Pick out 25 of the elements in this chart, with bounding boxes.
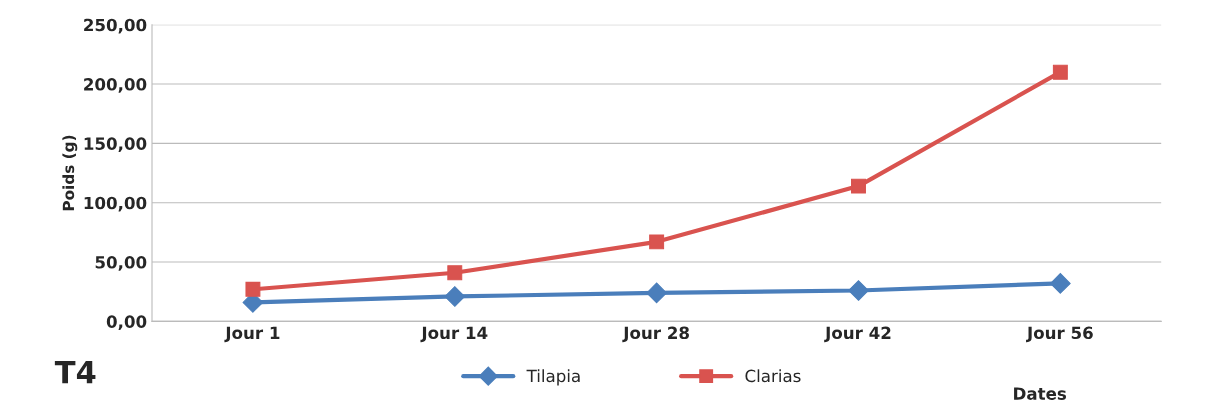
point — [649, 234, 665, 250]
y-tick-label: 50,00 — [95, 255, 147, 271]
legend-label: Clarias — [745, 369, 801, 383]
y-tick-label: 150,00 — [84, 137, 147, 153]
point — [851, 178, 866, 194]
x-tick-label: Jour 14 — [420, 326, 488, 343]
point — [447, 265, 463, 281]
x-tick-label: Jour 42 — [824, 326, 891, 343]
x-tick-label: Jour 28 — [622, 326, 689, 343]
point — [848, 280, 869, 301]
y-tick-label: 200,00 — [84, 78, 147, 93]
x-tick-label: Jour 1 — [224, 326, 280, 343]
y-tick-label: 100,00 — [84, 196, 147, 212]
y-tick-label: 0,00 — [106, 315, 147, 331]
point — [245, 281, 261, 297]
x-tick-label: Jour 56 — [1026, 326, 1093, 343]
point — [444, 286, 466, 307]
point — [646, 282, 667, 304]
point — [1050, 273, 1071, 294]
y-axis-title: Poids (g) — [62, 135, 78, 211]
y-tick-label: 250,00 — [84, 18, 147, 34]
point — [1052, 64, 1068, 80]
text: T4 — [54, 360, 96, 384]
legend-label: Tilapia — [526, 369, 580, 386]
x-axis-title: Dates — [1014, 387, 1067, 400]
